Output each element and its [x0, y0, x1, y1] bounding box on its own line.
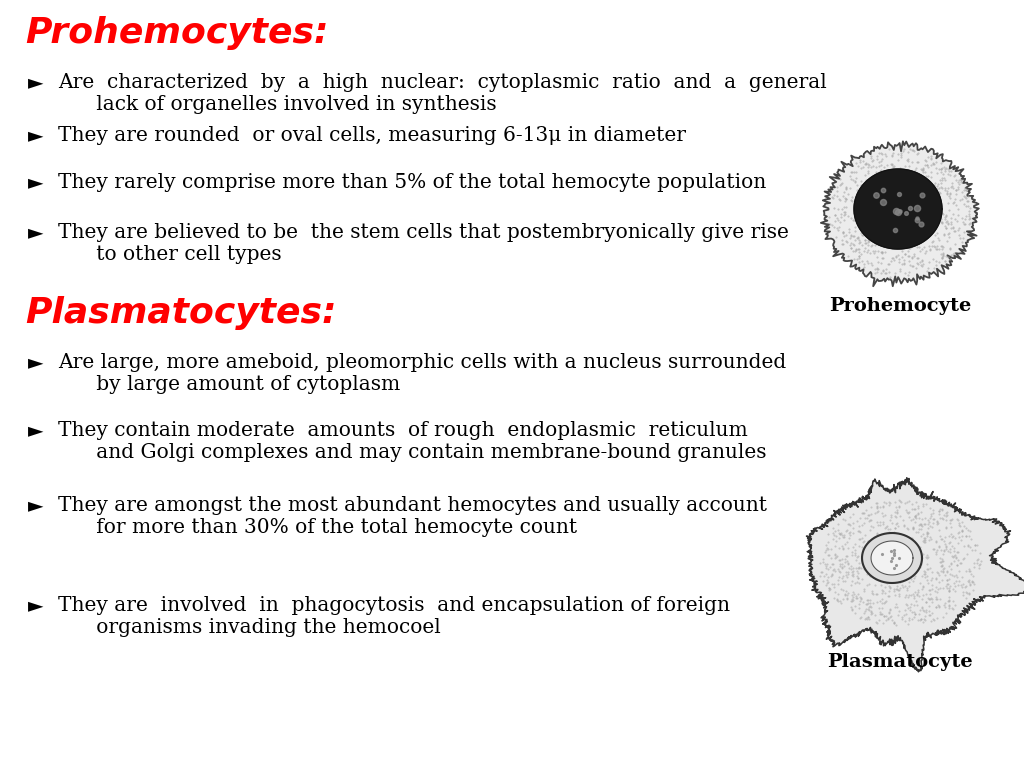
- Polygon shape: [807, 478, 1024, 672]
- Polygon shape: [821, 141, 979, 286]
- Text: ►: ►: [28, 126, 43, 145]
- Text: Are  characterized  by  a  high  nuclear:  cytoplasmic  ratio  and  a  general
 : Are characterized by a high nuclear: cyt…: [58, 73, 826, 114]
- Text: Are large, more ameboid, pleomorphic cells with a nucleus surrounded
      by la: Are large, more ameboid, pleomorphic cel…: [58, 353, 786, 394]
- Text: ►: ►: [28, 496, 43, 515]
- Text: ►: ►: [28, 173, 43, 192]
- Text: ►: ►: [28, 73, 43, 92]
- Polygon shape: [854, 169, 942, 249]
- Text: They are amongst the most abundant hemocytes and usually account
      for more : They are amongst the most abundant hemoc…: [58, 496, 767, 537]
- Text: They are rounded  or oval cells, measuring 6-13μ in diameter: They are rounded or oval cells, measurin…: [58, 126, 686, 145]
- Text: They rarely comprise more than 5% of the total hemocyte population: They rarely comprise more than 5% of the…: [58, 173, 766, 192]
- Text: Prohemocytes:: Prohemocytes:: [25, 16, 329, 50]
- Text: ►: ►: [28, 353, 43, 372]
- Text: Prohemocyte: Prohemocyte: [828, 297, 971, 315]
- Text: ►: ►: [28, 223, 43, 242]
- Text: ►: ►: [28, 421, 43, 440]
- Text: ►: ►: [28, 596, 43, 615]
- Polygon shape: [862, 533, 922, 583]
- Text: Plasmatocytes:: Plasmatocytes:: [25, 296, 337, 330]
- Polygon shape: [871, 541, 913, 575]
- Text: Plasmatocyte: Plasmatocyte: [827, 653, 973, 671]
- Text: They contain moderate  amounts  of rough  endoplasmic  reticulum
      and Golgi: They contain moderate amounts of rough e…: [58, 421, 767, 462]
- Text: They are believed to be  the stem cells that postembryonically give rise
      t: They are believed to be the stem cells t…: [58, 223, 788, 264]
- Text: They are  involved  in  phagocytosis  and encapsulation of foreign
      organis: They are involved in phagocytosis and en…: [58, 596, 730, 637]
